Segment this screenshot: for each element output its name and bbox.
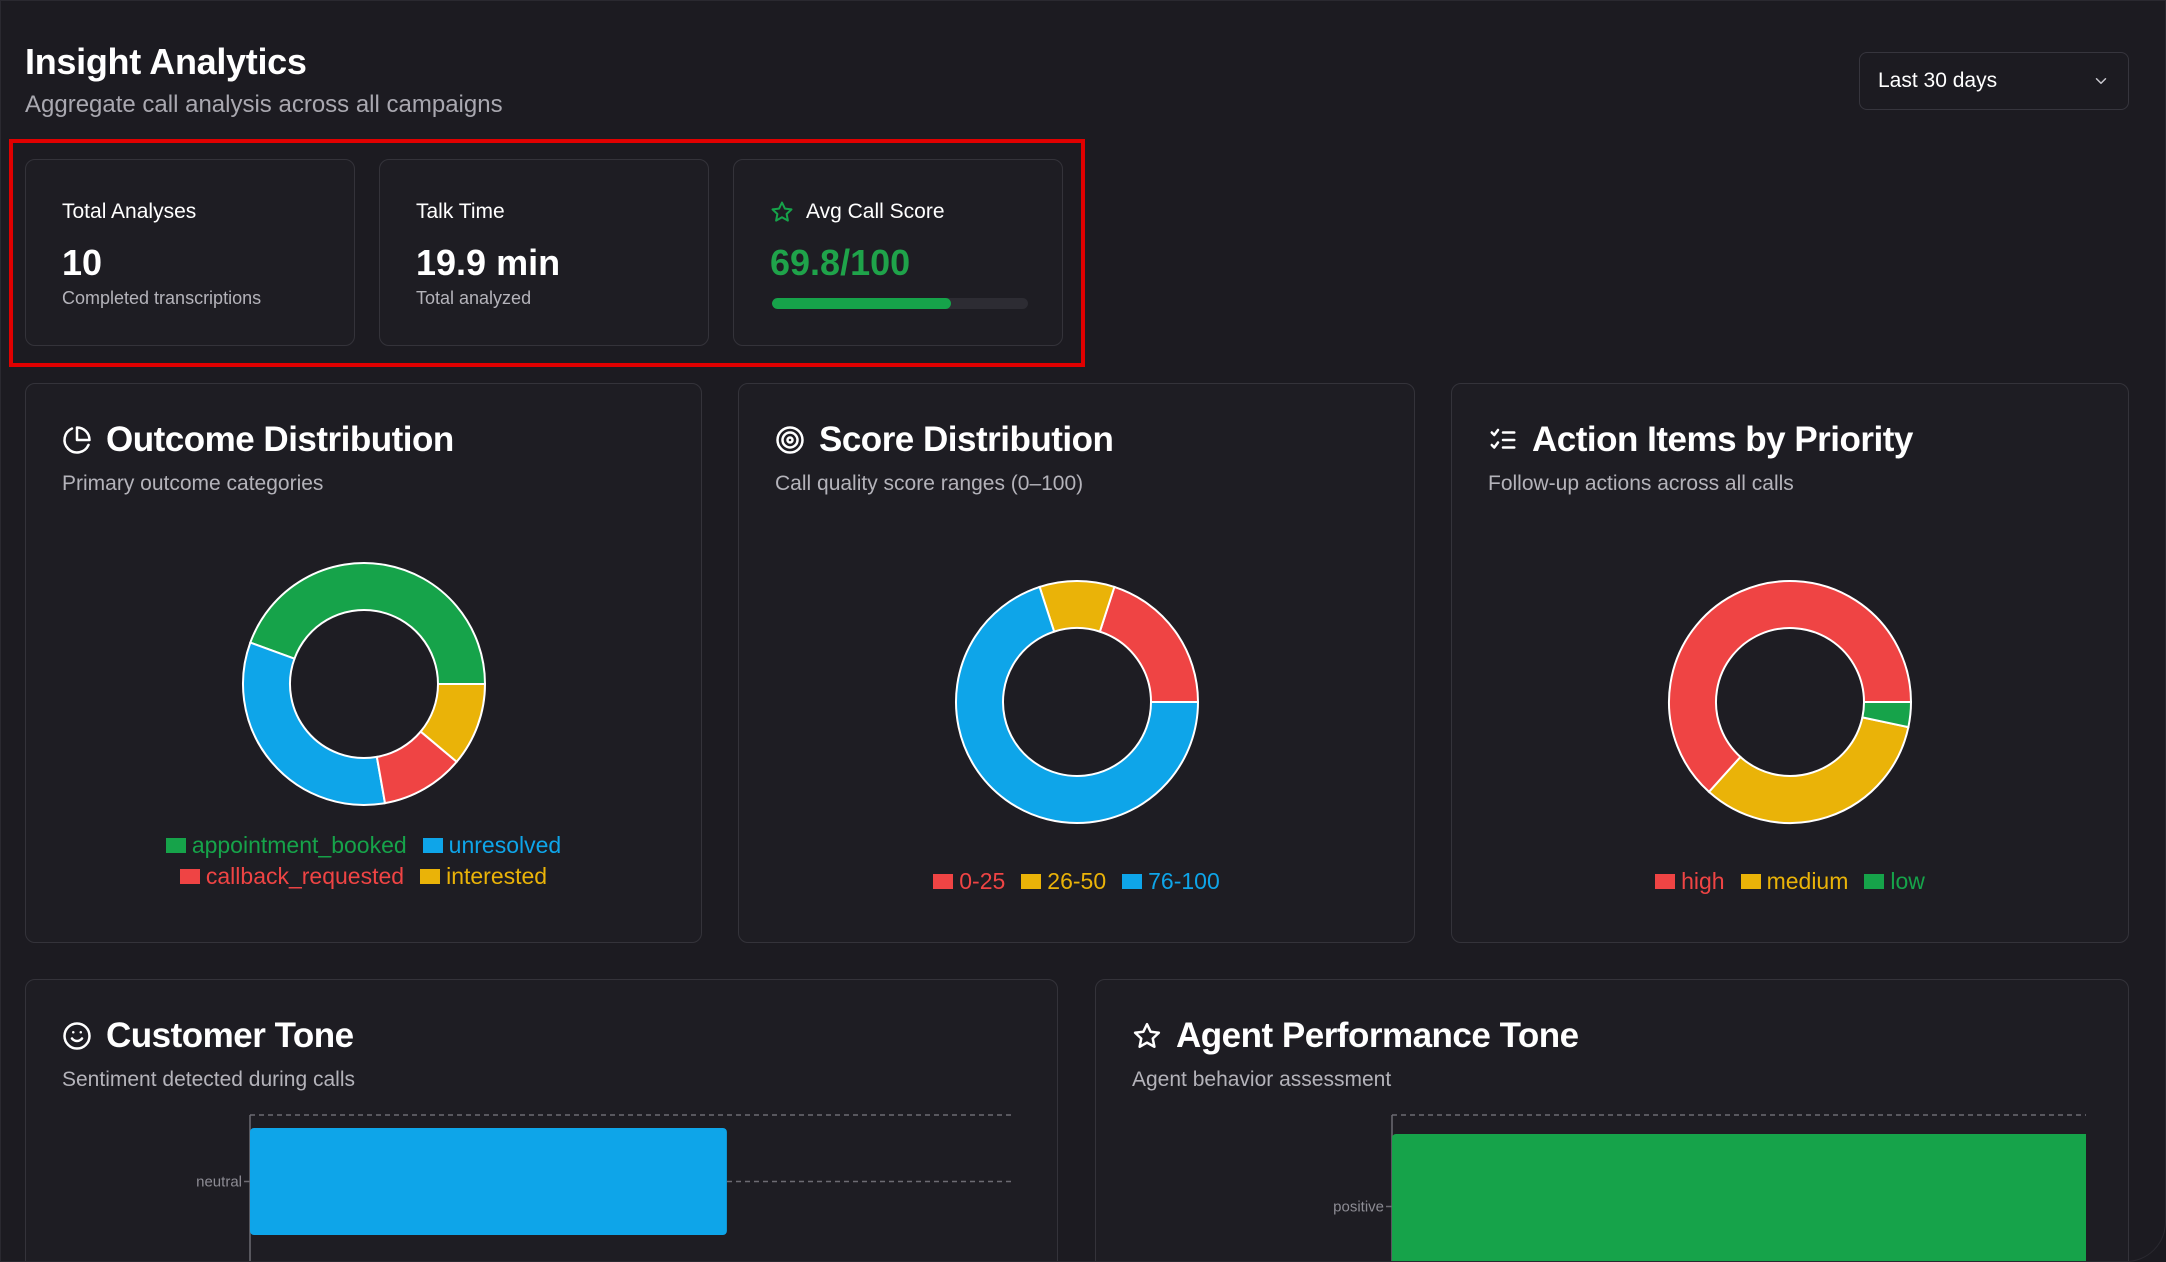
legend-label: medium xyxy=(1766,868,1849,894)
panel-description: Agent behavior assessment xyxy=(1132,1068,1392,1091)
stat-value: 69.8/100 xyxy=(770,242,911,283)
legend-item-callback_requested[interactable]: callback_requested xyxy=(179,863,405,890)
donut-slice-medium[interactable] xyxy=(1707,716,1910,824)
panel-description: Sentiment detected during calls xyxy=(62,1068,356,1091)
score-donut-chart xyxy=(955,580,1200,824)
legend-label: unresolved xyxy=(448,832,562,858)
action-items-legend: high medium low xyxy=(1452,868,2128,895)
score-progress-bar xyxy=(772,298,1028,309)
agent-tone-bar-chart: positive xyxy=(1333,1114,2086,1262)
highlight-annotation xyxy=(9,139,1085,367)
outcome-donut-chart xyxy=(242,562,487,806)
donut-slice-interested[interactable] xyxy=(419,683,487,764)
legend-item-appointment_booked[interactable]: appointment_booked xyxy=(165,832,407,859)
legend-label: callback_requested xyxy=(205,863,405,889)
panel-header: Customer Tone xyxy=(62,1016,354,1056)
legend-swatch xyxy=(933,874,954,889)
legend-label: 26-50 xyxy=(1047,868,1107,894)
panel-title: Score Distribution xyxy=(819,420,1114,459)
agent-tone-panel: Agent Performance Tone Agent behavior as… xyxy=(1095,979,2129,1262)
legend-swatch xyxy=(179,869,200,884)
stat-label-row: Avg Call Score xyxy=(770,200,945,224)
list-checks-icon xyxy=(1490,428,1516,449)
donut-slice-high[interactable] xyxy=(1668,579,1913,794)
stat-card-talk-time: Talk Time 19.9 min Total analyzed xyxy=(379,159,709,346)
legend-swatch xyxy=(1864,874,1885,889)
score-legend: 0-25 26-50 76-100 xyxy=(739,868,1414,895)
page-title: Insight Analytics xyxy=(25,41,307,82)
panel-title: Outcome Distribution xyxy=(106,420,454,459)
smile-icon xyxy=(63,1022,91,1050)
action-items-panel: Action Items by Priority Follow-up actio… xyxy=(1451,383,2129,943)
bar-neutral[interactable] xyxy=(250,1128,727,1235)
action-items-donut-chart xyxy=(1668,579,1913,824)
legend-item-0-25[interactable]: 0-25 xyxy=(933,868,1005,895)
stat-value: 10 xyxy=(62,242,103,283)
stat-sub: Total analyzed xyxy=(416,288,532,308)
legend-label: high xyxy=(1681,868,1725,894)
legend-swatch xyxy=(1122,874,1143,889)
stat-card-total-analyses: Total Analyses 10 Completed transcriptio… xyxy=(25,159,355,346)
legend-item-interested[interactable]: interested xyxy=(420,863,547,890)
customer-tone-panel: Customer Tone Sentiment detected during … xyxy=(25,979,1058,1261)
panel-header: Outcome Distribution xyxy=(62,420,454,460)
donut-slice-unresolved[interactable] xyxy=(242,641,387,806)
legend-swatch xyxy=(165,838,186,853)
panel-title: Customer Tone xyxy=(106,1016,354,1055)
panel-header: Score Distribution xyxy=(775,420,1114,460)
target-icon xyxy=(776,426,804,454)
star-icon xyxy=(1133,1022,1161,1048)
legend-item-low[interactable]: low xyxy=(1864,868,1925,895)
panel-title: Agent Performance Tone xyxy=(1176,1016,1579,1055)
legend-swatch xyxy=(1655,874,1676,889)
stat-label: Avg Call Score xyxy=(806,200,945,223)
date-range-select[interactable]: Last 30 days xyxy=(1859,52,2129,110)
donut-slice-appointment_booked[interactable] xyxy=(249,562,487,685)
donut-slice-76-100[interactable] xyxy=(955,585,1200,824)
legend-item-high[interactable]: high xyxy=(1655,868,1725,895)
legend-label: 0-25 xyxy=(959,868,1006,894)
score-progress-fill xyxy=(772,298,951,309)
panel-header: Agent Performance Tone xyxy=(1132,1016,1579,1056)
outcome-distribution-panel: Outcome Distribution Primary outcome cat… xyxy=(25,383,702,943)
panel-description: Follow-up actions across all calls xyxy=(1488,472,1794,495)
legend-swatch xyxy=(1021,874,1042,889)
customer-tone-bar-chart: neutral xyxy=(196,1114,1013,1261)
date-range-value: Last 30 days xyxy=(1878,69,1998,92)
legend-label: interested xyxy=(446,863,548,889)
panel-header: Action Items by Priority xyxy=(1488,420,1913,460)
score-distribution-panel: Score Distribution Call quality score ra… xyxy=(738,383,1415,943)
donut-slice-low[interactable] xyxy=(1861,701,1913,729)
panel-description: Primary outcome categories xyxy=(62,472,324,495)
panel-description: Call quality score ranges (0–100) xyxy=(775,472,1084,495)
page-subtitle: Aggregate call analysis across all campa… xyxy=(25,91,503,118)
star-icon xyxy=(771,201,793,222)
pie-chart-icon xyxy=(63,426,91,454)
stat-sub: Completed transcriptions xyxy=(62,288,262,308)
legend-item-76-100[interactable]: 76-100 xyxy=(1122,868,1220,895)
stat-label: Talk Time xyxy=(416,200,505,223)
bar-positive[interactable] xyxy=(1392,1134,2086,1262)
stat-label: Total Analyses xyxy=(62,200,197,223)
y-tick-label: positive xyxy=(1333,1199,1384,1216)
legend-label: appointment_booked xyxy=(191,832,407,858)
legend-swatch xyxy=(1740,874,1761,889)
legend-swatch xyxy=(422,838,443,853)
legend-item-medium[interactable]: medium xyxy=(1740,868,1849,895)
legend-swatch xyxy=(420,869,441,884)
stat-card-avg-score: Avg Call Score 69.8/100 xyxy=(733,159,1063,346)
chevron-down-icon xyxy=(2095,78,2107,84)
stat-value: 19.9 min xyxy=(416,242,561,283)
panel-title: Action Items by Priority xyxy=(1532,420,1913,459)
legend-item-unresolved[interactable]: unresolved xyxy=(422,832,562,859)
legend-label: low xyxy=(1890,868,1925,894)
legend-label: 76-100 xyxy=(1148,868,1220,894)
donut-slice-0-25[interactable] xyxy=(1098,585,1200,703)
outcome-legend: appointment_booked unresolved callback_req… xyxy=(26,832,701,890)
legend-item-26-50[interactable]: 26-50 xyxy=(1021,868,1106,895)
y-tick-label: neutral xyxy=(196,1174,242,1191)
